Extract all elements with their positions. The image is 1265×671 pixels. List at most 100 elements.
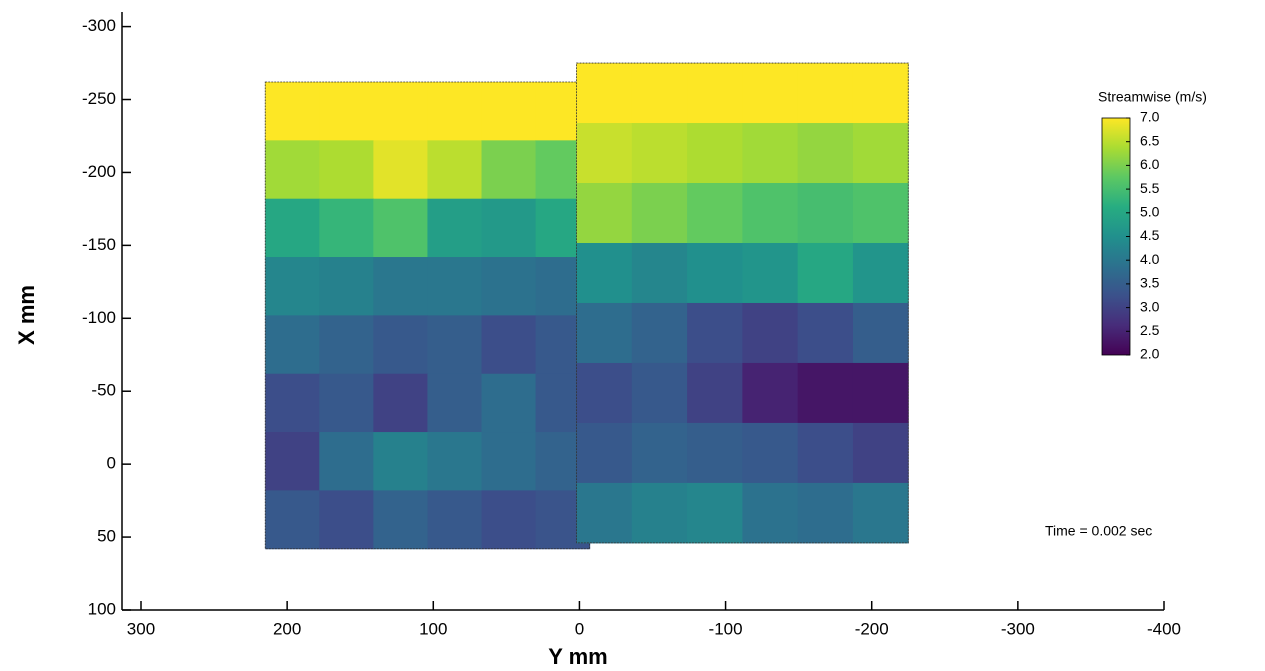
panel-border — [264, 81, 591, 550]
heatmap-cell — [576, 482, 633, 544]
colorbar-tick-label: 6.0 — [1140, 156, 1160, 172]
heatmap-cell — [373, 198, 428, 258]
heatmap-cell — [319, 257, 374, 316]
colorbar-tick-label: 4.5 — [1140, 227, 1160, 243]
heatmap-cell — [797, 422, 854, 484]
y-tick-label: 100 — [88, 599, 116, 618]
heatmap-cell — [319, 432, 374, 491]
heatmap-cell — [687, 123, 743, 184]
heatmap-cell — [265, 432, 320, 491]
heatmap-cell — [319, 140, 374, 200]
heatmap-cell — [742, 123, 799, 184]
heatmap-cell — [373, 432, 428, 491]
x-tick-label: -400 — [1147, 619, 1181, 638]
y-tick-label: 50 — [97, 527, 116, 546]
y-tick-label: -50 — [91, 381, 116, 400]
heatmap-cell — [576, 242, 633, 304]
colorbar-tick-label: 2.5 — [1140, 322, 1160, 338]
heatmap-cell — [265, 257, 320, 316]
panel — [576, 63, 909, 544]
heatmap-cell — [427, 198, 483, 258]
colorbar-tick-label: 3.5 — [1140, 275, 1160, 291]
colorbar-tick-label: 5.0 — [1140, 204, 1160, 220]
x-tick-label: 300 — [127, 619, 155, 638]
heatmap-cell — [742, 302, 799, 364]
heatmap-cell — [427, 315, 483, 375]
heatmap-cell — [319, 490, 374, 550]
x-tick-label: 0 — [575, 619, 584, 638]
y-tick-label: -150 — [82, 235, 116, 254]
heatmap-cell — [687, 242, 743, 304]
heatmap-cell — [797, 123, 854, 184]
heatmap-cell — [687, 183, 743, 244]
heatmap-cell — [481, 140, 537, 200]
heatmap-cell — [265, 373, 320, 433]
heatmap-cell — [631, 362, 688, 424]
heatmap-cell — [687, 362, 743, 424]
heatmap-cell — [631, 63, 688, 124]
heatmap-cell — [373, 373, 428, 433]
heatmap-cell — [687, 482, 743, 544]
y-tick-label: -100 — [82, 308, 116, 327]
heatmap-cell — [481, 490, 537, 550]
y-tick-label: -250 — [82, 89, 116, 108]
heatmap-cell — [319, 82, 374, 141]
heatmap-cell — [319, 373, 374, 433]
heatmap-cell — [427, 373, 483, 433]
heatmap-cell — [481, 432, 537, 491]
heatmap-cell — [427, 432, 483, 491]
heatmap-cell — [265, 490, 320, 550]
heatmap-cell — [265, 82, 320, 141]
colorbar-tick-label: 2.0 — [1140, 346, 1160, 362]
heatmap-cell — [373, 490, 428, 550]
heatmap-cell — [742, 362, 799, 424]
heatmap-cell — [797, 183, 854, 244]
heatmap-cell — [852, 183, 909, 244]
heatmap-cell — [687, 422, 743, 484]
heatmap-cell — [373, 257, 428, 316]
colorbar-tick-label: 7.0 — [1140, 109, 1160, 125]
heatmap-cell — [265, 198, 320, 258]
heatmap-cell — [852, 422, 909, 484]
heatmap-cell — [742, 63, 799, 124]
heatmap-cell — [481, 257, 537, 316]
colorbar-tick-label: 5.5 — [1140, 180, 1160, 196]
heatmap-cell — [852, 242, 909, 304]
heatmap-cell — [576, 123, 633, 184]
x-axis-title: Y mm — [548, 644, 608, 669]
heatmap-cell — [631, 422, 688, 484]
colorbar — [1101, 117, 1131, 356]
heatmap-cell — [797, 482, 854, 544]
heatmap-cell — [852, 63, 909, 124]
heatmap-cell — [852, 482, 909, 544]
heatmap-cell — [265, 140, 320, 200]
heatmap-cell — [319, 315, 374, 375]
heatmap-cell — [631, 482, 688, 544]
heatmap-cell — [852, 302, 909, 364]
y-tick-label: -300 — [82, 16, 116, 35]
heatmap-cell — [481, 373, 537, 433]
heatmap-cell — [576, 422, 633, 484]
x-tick-label: -300 — [1001, 619, 1035, 638]
heatmap-cell — [427, 140, 483, 200]
heatmap-cell — [427, 490, 483, 550]
heatmap-cell — [427, 257, 483, 316]
heatmap-cell — [481, 82, 537, 141]
heatmap-cell — [576, 362, 633, 424]
heatmap-cell — [852, 362, 909, 424]
heatmap-cell — [373, 140, 428, 200]
colorbar-tick-label: 4.0 — [1140, 251, 1160, 267]
heatmap-cell — [797, 242, 854, 304]
heatmap-cell — [742, 242, 799, 304]
heatmap-cell — [631, 183, 688, 244]
y-tick-label: -200 — [82, 162, 116, 181]
x-tick-label: -100 — [709, 619, 743, 638]
heatmap-cell — [797, 63, 854, 124]
x-tick-label: 200 — [273, 619, 301, 638]
colorbar-title: Streamwise (m/s) — [1098, 89, 1207, 105]
heatmap-cell — [576, 302, 633, 364]
heatmap-cell — [687, 63, 743, 124]
heatmap-cell — [797, 362, 854, 424]
heatmap-cell — [319, 198, 374, 258]
